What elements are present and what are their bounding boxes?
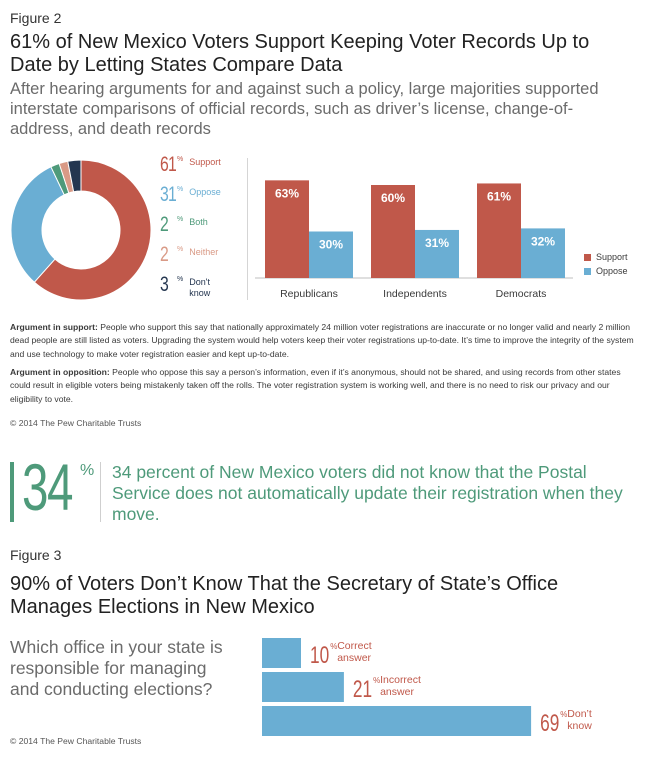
copyright: © 2014 The Pew Charitable Trusts: [10, 418, 142, 428]
legend-item-neither: 2 % Neither: [160, 243, 219, 266]
chart-subtitle: After hearing arguments for and against …: [10, 80, 599, 138]
bar-support-independents: [371, 185, 415, 278]
party-legend: Support Oppose: [584, 250, 628, 278]
donut-slice-oppose: [10, 166, 65, 283]
bar-value: 21: [353, 676, 372, 702]
argument-support-text: People who support this say that nationa…: [10, 322, 634, 359]
legend-item-both: 2 % Both: [160, 213, 208, 236]
legend-value: 61: [160, 153, 177, 176]
legend-label: Support: [596, 252, 628, 262]
legend-item-support: 61 % Support: [160, 153, 221, 176]
party-bar-chart: 63% 30% Republicans 60% 31% Independents 61% 32…: [255, 180, 573, 300]
bar-category-label: Incorrect answer: [380, 674, 421, 698]
callout-percent: %: [80, 462, 95, 479]
legend-item-dont-know: 3 % Don't know: [160, 273, 219, 299]
chart-divider: [247, 158, 248, 300]
legend-value: 31: [160, 183, 177, 206]
bar-support-democrats: [477, 183, 521, 278]
bar-category-label: Don’t know: [567, 708, 592, 732]
legend-percent: %: [177, 216, 184, 223]
bar-value-percent: %: [373, 676, 380, 685]
legend-item-support: Support: [584, 250, 628, 264]
bar-value-label: 61%: [487, 189, 511, 203]
category-label: Republicans: [280, 288, 338, 300]
category-label: Independents: [383, 288, 447, 300]
legend-swatch: [584, 253, 591, 261]
legend-label: Oppose: [596, 266, 628, 276]
copyright: © 2014 The Pew Charitable Trusts: [10, 736, 142, 746]
bar-value-label: 63%: [275, 186, 299, 200]
bar-oppose-republicans: [309, 231, 353, 278]
donut-slice-dont-know: [67, 159, 82, 193]
callout-divider: [100, 462, 101, 522]
bar-category-label: Correct answer: [337, 640, 372, 664]
bar-oppose-democrats: [521, 228, 565, 278]
legend-percent: %: [177, 186, 184, 193]
bar-value: 69: [540, 710, 559, 736]
category-label: Democrats: [496, 288, 547, 300]
figure-label: Figure 2: [10, 10, 62, 26]
donut-slice-support: [33, 159, 152, 301]
bar-value-label: 60%: [381, 191, 405, 205]
figure-label: Figure 3: [10, 547, 62, 563]
bar-correct-answer: [262, 638, 301, 668]
bar-value-percent: %: [560, 710, 567, 719]
bar-support-republicans: [265, 180, 309, 278]
argument-support: Argument in support: People who support …: [10, 321, 635, 361]
survey-question: Which office in your state is responsibl…: [10, 637, 223, 699]
donut-chart: [10, 159, 152, 301]
legend-label: Don't know: [189, 277, 211, 298]
legend-percent: %: [177, 276, 184, 283]
chart-title: 61% of New Mexico Voters Support Keeping…: [10, 31, 590, 76]
legend-value: 2: [160, 213, 169, 236]
bar-value: 10: [310, 642, 329, 668]
legend-label: Oppose: [189, 187, 221, 197]
legend-label: Neither: [189, 247, 219, 257]
bar-oppose-independents: [415, 229, 459, 278]
bar-value-label: 30%: [319, 238, 343, 252]
legend-item-oppose: 31 % Oppose: [160, 183, 221, 206]
callout-text: 34 percent of New Mexico voters did not …: [112, 462, 623, 524]
callout-number: 34: [22, 450, 73, 524]
argument-support-label: Argument in support:: [10, 322, 98, 332]
argument-opposition: Argument in opposition: People who oppos…: [10, 366, 635, 406]
legend-item-oppose: Oppose: [584, 264, 628, 278]
legend-percent: %: [177, 156, 184, 163]
bar-value-percent: %: [330, 642, 337, 651]
legend-label: Both: [189, 217, 208, 227]
legend-value: 3: [160, 273, 169, 296]
legend-swatch: [584, 267, 591, 275]
bar-value-label: 32%: [531, 234, 555, 248]
bar-incorrect-answer: [262, 672, 344, 702]
bar-value-label: 31%: [425, 236, 449, 250]
bar-don-t-know: [262, 706, 532, 736]
legend-label: Support: [189, 157, 221, 167]
argument-opposition-text: People who oppose this say a person’s in…: [10, 367, 621, 404]
legend-percent: %: [177, 246, 184, 253]
argument-opposition-label: Argument in opposition:: [10, 367, 110, 377]
legend-value: 2: [160, 243, 169, 266]
chart-title: 90% of Voters Don’t Know That the Secret…: [10, 573, 559, 618]
callout-accent-bar: [10, 462, 14, 522]
